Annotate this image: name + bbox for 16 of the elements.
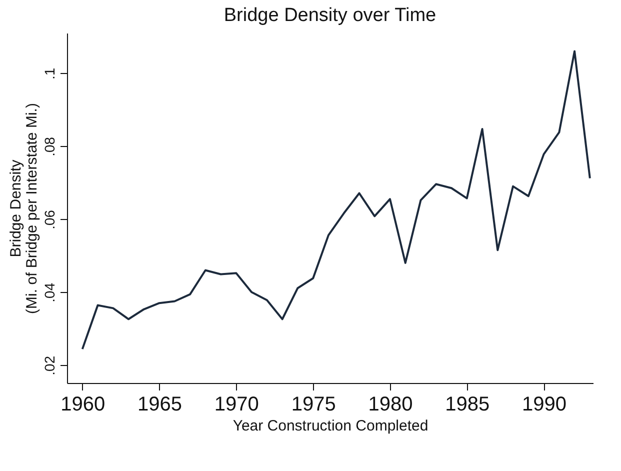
x-tick-label: 1975: [291, 394, 336, 416]
x-axis-title: Year Construction Completed: [232, 418, 428, 434]
y-tick-label: .04: [42, 282, 58, 302]
x-tick-label: 1990: [522, 394, 567, 416]
x-tick-label: 1965: [138, 394, 182, 416]
x-tick-label: 1960: [60, 394, 106, 416]
y-tick-label: .1: [42, 68, 58, 80]
chart-title: Bridge Density over Time: [224, 5, 436, 26]
x-tick-label: 1970: [214, 394, 259, 416]
y-tick-label: .06: [42, 210, 58, 230]
y-axis-title: Bridge Density (Mi. of Bridge per Interstate Mi.): [8, 103, 40, 314]
line-series: [81, 50, 591, 350]
x-tick-label: 1985: [445, 394, 490, 416]
x-tick-label: 1980: [368, 394, 413, 416]
y-tick-label: .02: [42, 356, 58, 376]
y-tick-label: .08: [42, 136, 58, 156]
